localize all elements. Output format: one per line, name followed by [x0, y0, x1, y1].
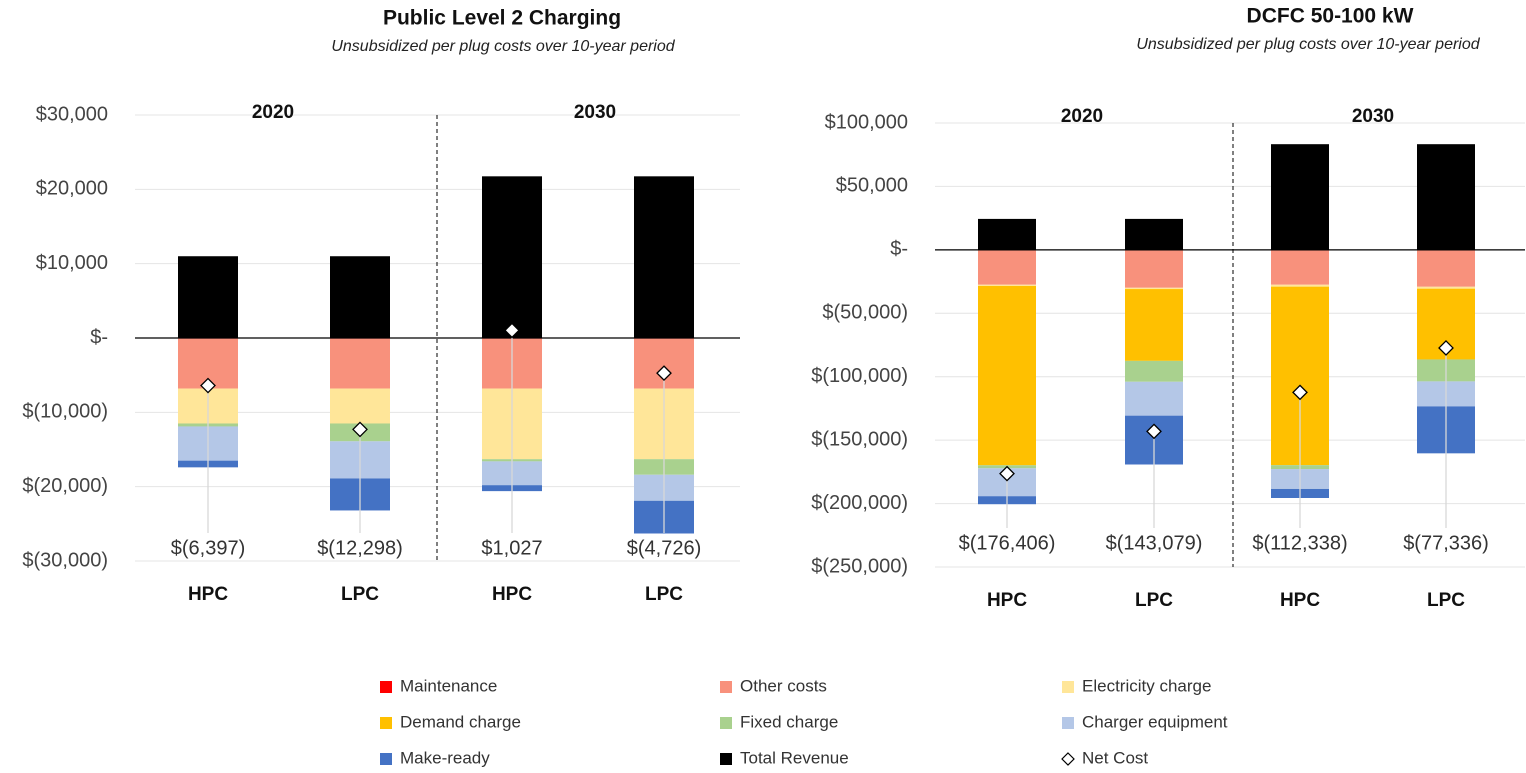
y-tick-label: $100,000 — [825, 111, 908, 133]
y-tick-label: $(50,000) — [822, 302, 908, 324]
bar-segment — [978, 286, 1036, 466]
bar-segment — [1125, 218, 1183, 250]
x-tick-label: HPC — [188, 584, 228, 605]
bar-segment — [1125, 381, 1183, 416]
bar-segment — [1125, 287, 1183, 290]
bar-segment — [978, 218, 1036, 250]
y-tick-label: $- — [90, 326, 108, 348]
y-tick-label: $(150,000) — [811, 428, 908, 450]
legend-swatch — [720, 681, 732, 693]
bar-segment — [482, 176, 542, 338]
legend-label: Other costs — [740, 676, 827, 695]
bar-segment — [1417, 286, 1475, 289]
y-tick-label: $(100,000) — [811, 365, 908, 387]
group-label: 2020 — [252, 102, 294, 123]
x-tick-label: HPC — [492, 584, 532, 605]
legend-swatch — [720, 717, 732, 729]
bar-segment — [978, 284, 1036, 287]
legend-swatch — [1062, 717, 1074, 729]
x-tick-label: LPC — [341, 584, 379, 605]
data-label: $(112,338) — [1252, 532, 1347, 554]
legend-label: Electricity charge — [1082, 676, 1211, 695]
data-label: $(143,079) — [1106, 532, 1203, 554]
x-tick-label: HPC — [1280, 590, 1320, 611]
chart-title: DCFC 50-100 kW — [1247, 5, 1414, 28]
legend-label: Fixed charge — [740, 712, 838, 731]
chart-title: Public Level 2 Charging — [383, 7, 621, 30]
group-label: 2020 — [1061, 106, 1103, 127]
bar-segment — [1271, 250, 1329, 285]
x-tick-label: HPC — [987, 590, 1027, 611]
net-cost-marker — [1438, 340, 1454, 356]
legend-swatch — [1062, 681, 1074, 693]
x-tick-label: LPC — [1135, 590, 1173, 611]
legend-label: Demand charge — [400, 712, 521, 731]
bar-segment — [978, 250, 1036, 285]
net-cost-marker — [200, 377, 216, 394]
y-tick-label: $(250,000) — [811, 555, 908, 577]
y-tick-label: $20,000 — [36, 178, 108, 200]
y-tick-label: $(10,000) — [22, 401, 108, 423]
x-tick-label: LPC — [1427, 590, 1465, 611]
bar-segment — [1271, 144, 1329, 250]
bar-segment — [178, 256, 238, 338]
bar-segment — [1125, 289, 1183, 361]
group-label: 2030 — [1352, 106, 1394, 127]
legend-label: Net Cost — [1082, 748, 1148, 767]
bar-segment — [634, 176, 694, 338]
data-label: $(176,406) — [959, 532, 1056, 554]
net-cost-marker — [352, 421, 368, 438]
y-tick-label: $10,000 — [36, 252, 108, 274]
bar-segment — [330, 388, 390, 424]
y-tick-label: $(30,000) — [22, 549, 108, 571]
bar-segment — [1271, 284, 1329, 287]
chart-subtitle: Unsubsidized per plug costs over 10-year… — [1136, 36, 1480, 53]
y-tick-label: $(20,000) — [22, 475, 108, 497]
legend-label: Total Revenue — [740, 748, 849, 767]
x-tick-label: LPC — [645, 584, 683, 605]
legend-label: Make-ready — [400, 748, 490, 767]
data-label: $(4,726) — [627, 537, 702, 559]
bar-segment — [1125, 250, 1183, 288]
legend-marker — [1061, 752, 1075, 766]
legend-swatch — [380, 753, 392, 765]
chart-subtitle: Unsubsidized per plug costs over 10-year… — [331, 38, 675, 55]
data-label: $(77,336) — [1403, 532, 1489, 554]
net-cost-marker — [999, 465, 1015, 482]
legend-swatch — [380, 717, 392, 729]
data-label: $(6,397) — [171, 537, 246, 559]
bar-segment — [330, 256, 390, 338]
y-tick-label: $- — [890, 238, 908, 260]
group-label: 2030 — [574, 102, 616, 123]
y-tick-label: $(200,000) — [811, 492, 908, 514]
y-tick-label: $50,000 — [836, 175, 908, 197]
net-cost-marker — [656, 365, 672, 382]
legend-label: Charger equipment — [1082, 712, 1228, 731]
legend-label: Maintenance — [400, 676, 497, 695]
bar-segment — [1417, 144, 1475, 250]
data-label: $1,027 — [481, 537, 542, 559]
legend-swatch — [380, 681, 392, 693]
bar-segment — [1417, 250, 1475, 287]
net-cost-marker — [1146, 423, 1162, 440]
data-label: $(12,298) — [317, 537, 403, 559]
net-cost-marker — [1292, 384, 1308, 401]
y-tick-label: $30,000 — [36, 103, 108, 125]
bar-segment — [1125, 360, 1183, 382]
bar-segment — [330, 338, 390, 389]
legend-swatch — [720, 753, 732, 765]
net-cost-marker — [504, 322, 520, 339]
